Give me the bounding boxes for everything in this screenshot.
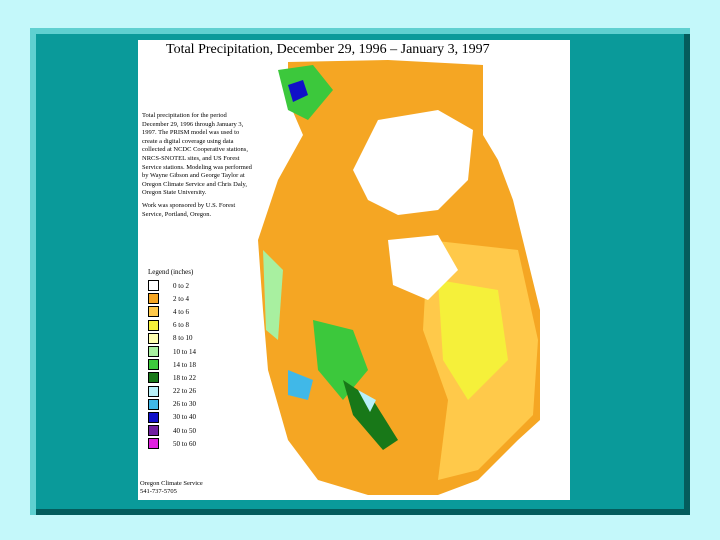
legend-swatch <box>148 306 159 318</box>
region-wet <box>288 80 308 102</box>
legend-item: 4 to 6 <box>148 305 196 318</box>
legend: Legend (inches) 0 to 2 2 to 4 4 to 6 6 to 8… <box>148 268 196 450</box>
legend-label: 10 to 14 <box>173 347 196 356</box>
legend-item: 22 to 26 <box>148 385 196 398</box>
region-wet <box>263 250 283 340</box>
credit: Oregon Climate Service 541-737-5705 <box>140 480 203 496</box>
map-title: Total Precipitation, December 29, 1996 –… <box>166 42 490 57</box>
legend-label: 50 to 60 <box>173 439 196 448</box>
legend-label: 18 to 22 <box>173 373 196 382</box>
region-dry <box>353 110 473 215</box>
description-text: Total precipitation for the period Decem… <box>142 112 252 197</box>
legend-item: 14 to 18 <box>148 358 196 371</box>
legend-swatch <box>148 359 159 371</box>
legend-swatch <box>148 438 159 450</box>
legend-swatch <box>148 280 159 292</box>
legend-swatch <box>148 398 159 410</box>
legend-swatch <box>148 346 159 358</box>
legend-title: Legend (inches) <box>148 268 194 276</box>
map <box>258 60 540 495</box>
region-wet <box>358 390 376 412</box>
legend-item: 6 to 8 <box>148 319 196 332</box>
legend-swatch <box>148 372 159 384</box>
legend-label: 22 to 26 <box>173 387 196 396</box>
legend-swatch <box>148 411 159 423</box>
legend-item: 8 to 10 <box>148 332 196 345</box>
sponsor-text: Work was sponsored by U.S. Forest Servic… <box>142 201 236 218</box>
legend-label: 6 to 8 <box>173 321 189 330</box>
region-dry <box>388 235 458 300</box>
legend-label: 0 to 2 <box>173 281 189 290</box>
legend-label: 14 to 18 <box>173 360 196 369</box>
region-yellow <box>438 280 508 400</box>
description: Total precipitation for the period Decem… <box>142 112 254 219</box>
legend-swatch <box>148 319 159 331</box>
legend-swatch <box>148 385 159 397</box>
region-wet <box>288 370 313 400</box>
legend-label: 2 to 4 <box>173 294 189 303</box>
credit-line: Oregon Climate Service <box>140 480 203 487</box>
legend-swatch <box>148 293 159 305</box>
credit-line: 541-737-5705 <box>140 488 177 495</box>
legend-label: 4 to 6 <box>173 307 189 316</box>
map-sheet: Total Precipitation, December 29, 1996 –… <box>138 40 570 500</box>
legend-label: 30 to 40 <box>173 413 196 422</box>
legend-swatch <box>148 332 159 344</box>
legend-item: 30 to 40 <box>148 411 196 424</box>
legend-item: 2 to 4 <box>148 292 196 305</box>
region-wet <box>343 380 398 450</box>
legend-swatch <box>148 425 159 437</box>
legend-label: 40 to 50 <box>173 426 196 435</box>
legend-item: 50 to 60 <box>148 437 196 450</box>
legend-item: 10 to 14 <box>148 345 196 358</box>
region-wet <box>313 320 368 400</box>
legend-label: 8 to 10 <box>173 334 193 343</box>
legend-item: 26 to 30 <box>148 398 196 411</box>
legend-label: 26 to 30 <box>173 400 196 409</box>
legend-item: 0 to 2 <box>148 279 196 292</box>
legend-item: 18 to 22 <box>148 371 196 384</box>
legend-item: 40 to 50 <box>148 424 196 437</box>
